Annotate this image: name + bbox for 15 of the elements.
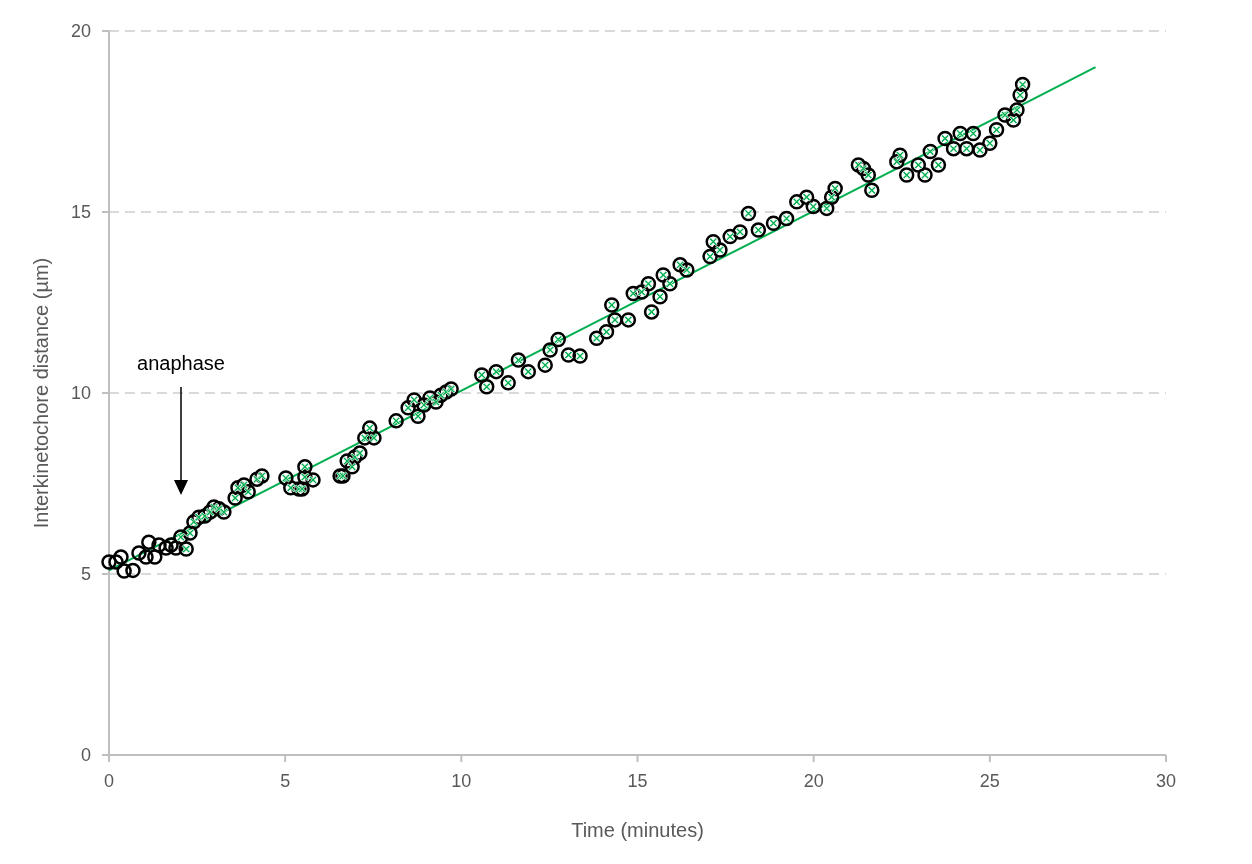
x-tick-label: 25 [979,771,1000,791]
y-tick-label: 0 [80,745,91,765]
y-axis-title: Interkinetochore distance (µm) [30,257,52,529]
y-tick-label: 5 [80,564,91,584]
x-tick-label: 15 [627,771,648,791]
y-tick-label: 20 [70,21,91,41]
x-tick-label: 10 [451,771,472,791]
x-tick-label: 30 [1155,771,1177,791]
annotation: anaphase [137,352,225,374]
y-tick-label: 15 [70,202,91,222]
y-tick-label: 10 [70,383,91,403]
x-tick-label: 20 [803,771,824,791]
x-tick-label: 5 [280,771,291,791]
x-axis-title: Time (minutes) [571,819,704,841]
x-tick-label: 0 [103,771,115,791]
